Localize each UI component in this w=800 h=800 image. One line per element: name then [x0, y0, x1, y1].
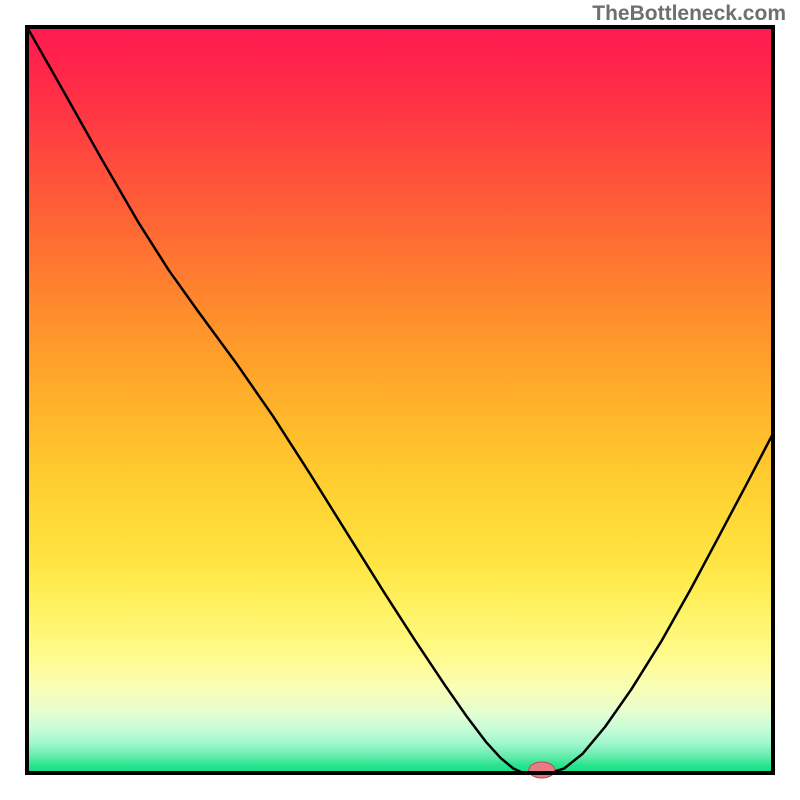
chart-container: TheBottleneck.com [0, 0, 800, 800]
gradient-background [27, 27, 773, 773]
optimal-marker [529, 762, 555, 778]
bottleneck-chart [0, 0, 800, 800]
